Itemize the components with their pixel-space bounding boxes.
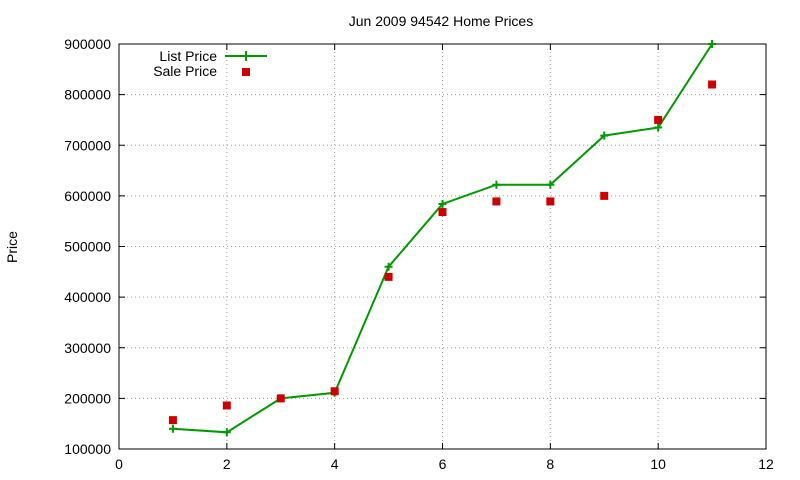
x-tick-label: 12: [758, 456, 774, 472]
legend-marker-list-price: [241, 51, 251, 61]
data-point-list-price: [708, 40, 717, 48]
series-line-list-price: [172, 43, 713, 434]
data-point-sale-price: [546, 197, 555, 206]
data-point-sale-price: [492, 197, 501, 206]
data-point-sale-price: [438, 208, 447, 217]
data-point-list-price: [438, 199, 447, 208]
data-point-sale-price: [168, 416, 177, 425]
series: [168, 40, 717, 437]
data-point-sale-price: [222, 401, 231, 410]
y-tick-label: 200000: [64, 390, 111, 406]
data-point-list-price: [168, 424, 177, 433]
x-tick-label: 0: [115, 456, 123, 472]
y-tick-label: 700000: [64, 137, 111, 153]
x-tick-labels: 0 2 4 6 8 10 12: [115, 456, 774, 472]
y-tick-label: 400000: [64, 289, 111, 305]
data-point-sale-price: [654, 115, 663, 124]
y-tick-label: 500000: [64, 239, 111, 255]
legend-marker-sale-price: [242, 68, 250, 76]
x-tick-label: 10: [650, 456, 666, 472]
y-tick-label: 900000: [64, 36, 111, 52]
x-tick-label: 4: [331, 456, 339, 472]
x-tick-label: 6: [439, 456, 447, 472]
data-point-list-price: [492, 180, 501, 189]
y-axis-label: Price: [4, 231, 20, 263]
data-point-sale-price: [384, 272, 393, 281]
chart-title: Jun 2009 94542 Home Prices: [349, 13, 533, 29]
data-point-list-price: [600, 131, 609, 140]
grid: [119, 44, 766, 449]
data-point-list-price: [546, 180, 555, 189]
data-point-sale-price: [330, 387, 339, 396]
data-point-sale-price: [276, 394, 285, 403]
legend: List Price Sale Price: [153, 48, 267, 79]
y-tick-label: 600000: [64, 188, 111, 204]
data-point-list-price: [654, 123, 663, 132]
data-point-sale-price: [708, 80, 717, 89]
x-tick-label: 8: [546, 456, 554, 472]
y-tick-label: 300000: [64, 340, 111, 356]
data-point-sale-price: [600, 191, 609, 200]
y-tick-label: 800000: [64, 87, 111, 103]
x-tick-label: 2: [223, 456, 231, 472]
axis-ticks: [118, 43, 767, 450]
data-point-list-price: [384, 262, 393, 271]
legend-label-list-price: List Price: [159, 48, 217, 64]
legend-label-sale-price: Sale Price: [153, 63, 217, 79]
y-tick-label: 100000: [64, 441, 111, 457]
data-point-list-price: [222, 428, 231, 437]
y-tick-labels: 100000 200000 300000 400000 500000 600000 7000…: [64, 36, 111, 457]
